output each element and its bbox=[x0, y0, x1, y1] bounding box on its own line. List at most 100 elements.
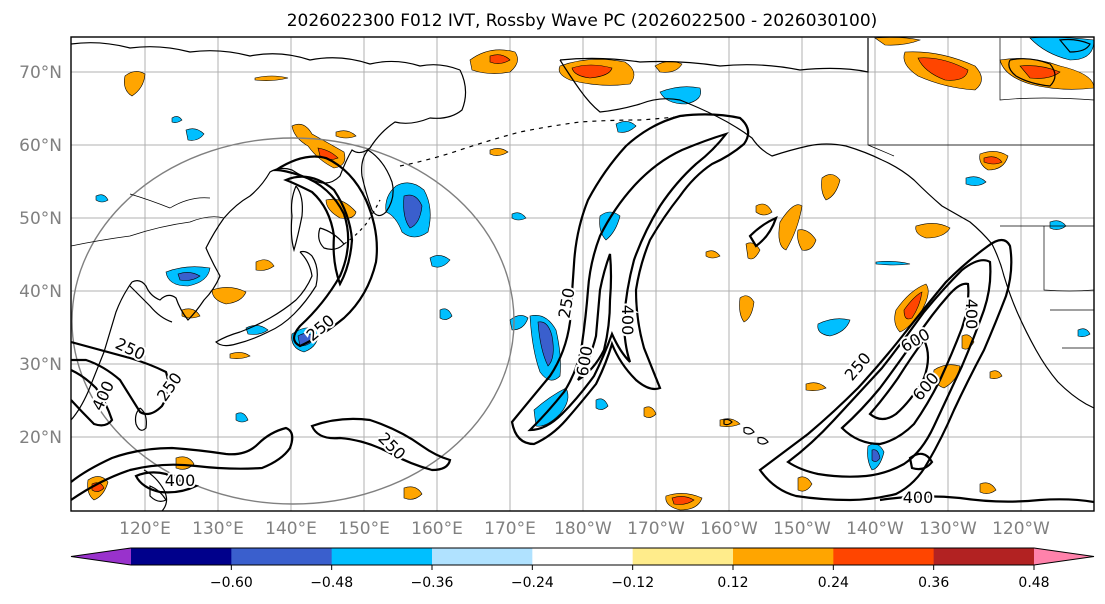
anomaly-negative bbox=[875, 261, 911, 266]
colorbar-tick-label: 0.12 bbox=[717, 575, 748, 591]
coastline-philippines-island bbox=[149, 485, 167, 502]
lon-label: 160°W bbox=[700, 519, 758, 539]
coastline-philippines bbox=[143, 469, 168, 511]
anomaly-negative bbox=[511, 212, 527, 221]
anomaly-positive bbox=[255, 259, 275, 271]
colorbar-segment bbox=[833, 548, 935, 565]
figure-title: 2026022300 F012 IVT, Rossby Wave PC (202… bbox=[287, 11, 878, 31]
anomaly-negative bbox=[965, 176, 987, 186]
reference-circle bbox=[71, 137, 515, 505]
coastline-hawaii-3 bbox=[757, 436, 769, 445]
colorbar-tick-label: 0.36 bbox=[918, 575, 949, 591]
anomaly-negative bbox=[599, 211, 621, 241]
longitude-labels: 120°E 130°E 140°E 150°E 160°E 170°E 180°… bbox=[119, 519, 1050, 539]
coastline-bc bbox=[881, 159, 1019, 315]
coastline-arctic-island bbox=[1008, 58, 1056, 87]
coastlines bbox=[71, 38, 1094, 511]
colorbar-ticks: −0.60 −0.48 −0.36 −0.24 −0.12 0.12 0.24 0.36 0.4… bbox=[210, 565, 1050, 591]
colorbar-segment bbox=[933, 548, 1035, 565]
contour-400-west-arc bbox=[283, 175, 354, 287]
anomaly-positive bbox=[821, 174, 841, 201]
anomaly-negative bbox=[817, 318, 851, 337]
anomaly-negative bbox=[403, 194, 423, 229]
colorbar-segment bbox=[71, 548, 131, 565]
coastline-japan bbox=[215, 250, 318, 347]
contour-label: 400 bbox=[165, 471, 196, 490]
anomaly-negative bbox=[95, 194, 109, 203]
colorbar-tick-label: 0.48 bbox=[1018, 575, 1049, 591]
anomaly-positive bbox=[643, 406, 657, 418]
anomaly-positive bbox=[571, 64, 613, 79]
anomaly-positive bbox=[989, 370, 1003, 379]
coastline-alaska-south bbox=[559, 59, 883, 161]
lon-label: 120°W bbox=[992, 519, 1050, 539]
colorbar-segment bbox=[432, 548, 533, 565]
anomaly-positive bbox=[229, 352, 251, 359]
lon-label: 130°W bbox=[919, 519, 977, 539]
coastline-sakhalin bbox=[290, 185, 303, 253]
coastline-siberia-north bbox=[71, 42, 461, 71]
anomaly-negative bbox=[429, 255, 451, 268]
contour-400-sw bbox=[71, 369, 114, 427]
contour-250-east bbox=[758, 238, 1013, 502]
anomaly-negative bbox=[235, 412, 249, 423]
contour-250-sw bbox=[71, 340, 170, 416]
contour-600-east bbox=[840, 282, 970, 446]
anomaly-positive bbox=[778, 204, 803, 251]
anomaly-positive bbox=[915, 223, 951, 239]
anomaly-positive bbox=[917, 57, 969, 81]
colorbar-tick-label: 0.24 bbox=[818, 575, 849, 591]
colorbar-segment bbox=[532, 548, 634, 565]
contour-400-bottom bbox=[879, 495, 1094, 504]
contour-400-central bbox=[527, 131, 729, 432]
map-frame bbox=[70, 36, 1095, 512]
anomaly-positive bbox=[124, 71, 146, 97]
colorbar-segment bbox=[131, 548, 232, 565]
colorbar-outline bbox=[70, 547, 1095, 566]
lat-label: 60°N bbox=[19, 136, 62, 156]
colorbar-segments bbox=[70, 547, 1095, 566]
anomaly-positive bbox=[654, 61, 683, 73]
border-china-russia bbox=[129, 193, 211, 209]
coastline-us-west bbox=[1017, 313, 1094, 409]
anomaly-negative bbox=[595, 398, 609, 410]
coastline-kamchatka bbox=[361, 149, 394, 217]
coastline-korea-china bbox=[131, 217, 225, 321]
anomaly-positive bbox=[254, 75, 289, 81]
contour-small-east bbox=[908, 452, 934, 471]
border-nwt bbox=[999, 38, 1094, 101]
contour-400-south bbox=[134, 471, 200, 494]
contour-250-south-mid bbox=[310, 417, 452, 472]
pc-anomaly-shading bbox=[87, 37, 1094, 511]
anomaly-positive bbox=[211, 287, 247, 305]
colorbar-tick-label: −0.60 bbox=[210, 575, 253, 591]
lon-label: 140°W bbox=[846, 519, 904, 539]
anomaly-positive bbox=[1019, 65, 1061, 79]
coastline-hawaii-2 bbox=[743, 426, 755, 435]
anomaly-negative bbox=[177, 272, 201, 281]
contour-label: 400 bbox=[962, 299, 981, 330]
anomaly-negative bbox=[439, 308, 453, 320]
lon-label: 120°E bbox=[119, 519, 171, 539]
coastline-alaska-north bbox=[559, 38, 869, 73]
anomaly-negative bbox=[659, 86, 701, 105]
anomaly-positive bbox=[335, 130, 357, 139]
anomaly-negative bbox=[185, 128, 205, 141]
colorbar: −0.60 −0.48 −0.36 −0.24 −0.12 0.12 0.24 0.36 0.4… bbox=[70, 547, 1095, 591]
colorbar-tick-label: −0.36 bbox=[411, 575, 454, 591]
lon-label: 150°E bbox=[338, 519, 390, 539]
anomaly-positive bbox=[671, 496, 695, 505]
border-states-1 bbox=[1043, 226, 1094, 292]
coastline-arctic-island-2 bbox=[1058, 38, 1091, 53]
lat-label: 70°N bbox=[19, 63, 62, 83]
contour-400-east bbox=[786, 259, 992, 478]
anomaly-positive bbox=[489, 54, 511, 64]
latitude-labels: 70°N 60°N 50°N 40°N 30°N 20°N bbox=[19, 63, 62, 448]
anomaly-negative bbox=[171, 116, 183, 123]
anomaly-positive bbox=[903, 291, 923, 320]
border-china-mongolia bbox=[71, 216, 225, 247]
lat-label: 20°N bbox=[19, 428, 62, 448]
colorbar-tick-label: −0.12 bbox=[611, 575, 654, 591]
contour-250-south bbox=[71, 426, 294, 501]
